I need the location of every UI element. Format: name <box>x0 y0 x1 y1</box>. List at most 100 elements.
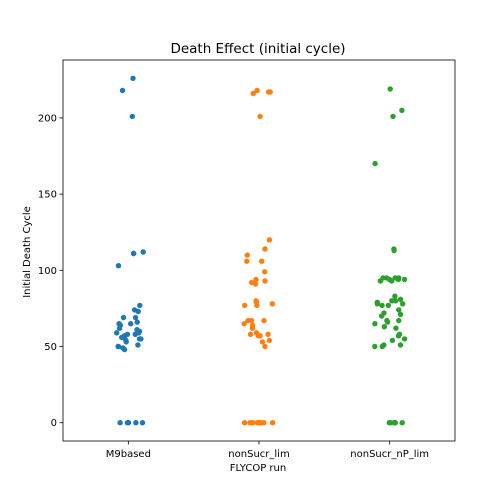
data-point-M9based-2 <box>129 113 135 120</box>
data-point-M9based-20 <box>114 330 120 336</box>
data-point-nonSucr_nP_lim-20 <box>400 301 406 307</box>
data-point-nonSucr_nP_lim-28 <box>396 317 402 324</box>
data-point-nonSucr_nP_lim-22 <box>379 302 385 309</box>
data-point-nonSucr_nP_lim-23 <box>385 302 391 309</box>
data-point-M9based-6 <box>115 263 122 269</box>
data-point-nonSucr_nP_lim-18 <box>392 298 399 304</box>
data-point-nonSucr_lim-0 <box>254 87 260 94</box>
data-point-nonSucr_lim-32 <box>259 339 266 345</box>
data-point-nonSucr_nP_lim-36 <box>401 336 408 342</box>
data-point-nonSucr_lim-19 <box>242 302 248 309</box>
y-tick-label-150: 150 <box>38 190 57 201</box>
data-point-nonSucr_nP_lim-14 <box>389 278 395 284</box>
data-point-nonSucr_lim-30 <box>257 333 263 339</box>
data-point-nonSucr_lim-10 <box>262 269 268 275</box>
data-point-nonSucr_nP_lim-31 <box>372 321 378 327</box>
data-point-M9based-1 <box>119 87 126 94</box>
data-point-M9based-29 <box>123 339 129 345</box>
data-point-nonSucr_lim-12 <box>262 278 268 284</box>
data-point-M9based-38 <box>133 420 139 426</box>
data-point-M9based-10 <box>132 314 139 321</box>
data-point-nonSucr_nP_lim-37 <box>389 337 396 344</box>
data-point-nonSucr_lim-2 <box>265 89 272 95</box>
data-point-nonSucr_nP_lim-13 <box>377 278 384 284</box>
data-point-M9based-9 <box>135 308 141 315</box>
data-point-nonSucr_nP_lim-49 <box>392 420 398 426</box>
data-point-nonSucr_lim-18 <box>254 302 260 309</box>
data-point-nonSucr_lim-9 <box>244 258 250 264</box>
y-tick-label-50: 50 <box>44 342 57 353</box>
data-point-nonSucr_lim-25 <box>249 325 256 331</box>
data-point-nonSucr_nP_lim-16 <box>397 296 404 302</box>
data-point-nonSucr_lim-28 <box>265 331 271 337</box>
data-point-nonSucr_nP_lim-40 <box>372 343 378 350</box>
data-point-M9based-34 <box>121 346 128 353</box>
data-point-nonSucr_nP_lim-15 <box>392 293 398 299</box>
data-point-nonSucr_lim-8 <box>259 258 265 264</box>
data-point-nonSucr_nP_lim-24 <box>396 307 402 313</box>
data-point-M9based-11 <box>120 314 127 321</box>
data-point-nonSucr_lim-3 <box>250 90 256 97</box>
data-point-nonSucr_nP_lim-2 <box>390 113 396 120</box>
data-point-nonSucr_lim-5 <box>266 237 273 243</box>
data-point-nonSucr_nP_lim-48 <box>399 420 405 426</box>
x-tick-label-nonSucr_lim: nonSucr_lim <box>228 449 289 460</box>
data-point-nonSucr_nP_lim-17 <box>389 298 395 304</box>
data-point-M9based-14 <box>128 321 134 327</box>
data-point-M9based-12 <box>134 319 140 325</box>
data-point-nonSucr_nP_lim-32 <box>381 324 387 330</box>
data-point-nonSucr_nP_lim-1 <box>399 107 405 114</box>
data-point-M9based-5 <box>130 250 137 257</box>
data-point-M9based-37 <box>124 420 131 426</box>
data-point-nonSucr_lim-4 <box>257 113 263 120</box>
data-point-nonSucr_lim-41 <box>269 420 276 426</box>
y-tick-label-0: 0 <box>51 418 57 429</box>
data-point-M9based-30 <box>135 342 141 348</box>
data-point-nonSucr_nP_lim-3 <box>372 160 378 167</box>
data-point-nonSucr_lim-6 <box>262 246 268 252</box>
data-point-M9based-39 <box>117 420 123 426</box>
data-point-nonSucr_nP_lim-21 <box>374 301 380 307</box>
data-point-nonSucr_lim-11 <box>253 276 259 283</box>
data-point-nonSucr_nP_lim-41 <box>379 343 385 350</box>
chart-title: Death Effect (initial cycle) <box>170 41 345 57</box>
data-point-nonSucr_nP_lim-33 <box>393 325 399 331</box>
data-point-M9based-36 <box>139 420 146 426</box>
data-point-M9based-7 <box>137 302 143 309</box>
data-point-M9based-22 <box>132 331 138 337</box>
data-point-M9based-16 <box>116 325 123 331</box>
x-axis-title: FLYCOP run <box>230 463 286 474</box>
data-point-M9based-3 <box>140 249 146 255</box>
data-point-nonSucr_lim-27 <box>247 331 254 337</box>
data-point-nonSucr_lim-34 <box>241 420 248 426</box>
data-point-nonSucr_lim-31 <box>266 337 273 344</box>
data-point-nonSucr_lim-22 <box>261 317 267 324</box>
data-point-nonSucr_nP_lim-35 <box>395 333 402 339</box>
data-point-nonSucr_lim-38 <box>261 420 267 426</box>
x-tick-label-M9based: M9based <box>106 449 151 460</box>
data-point-nonSucr_nP_lim-46 <box>386 420 392 426</box>
data-point-nonSucr_nP_lim-27 <box>379 313 385 319</box>
data-point-M9based-0 <box>130 75 136 82</box>
data-point-nonSucr_lim-17 <box>269 301 275 307</box>
data-point-nonSucr_nP_lim-10 <box>395 276 402 283</box>
data-point-nonSucr_lim-23 <box>241 321 247 327</box>
data-point-nonSucr_lim-42 <box>247 420 253 426</box>
data-point-nonSucr_lim-33 <box>262 343 268 350</box>
plot-marks <box>114 75 408 426</box>
data-point-nonSucr_nP_lim-0 <box>387 86 393 92</box>
data-point-nonSucr_nP_lim-26 <box>397 311 404 318</box>
data-point-nonSucr_nP_lim-30 <box>384 319 391 325</box>
data-point-nonSucr_nP_lim-5 <box>391 247 397 254</box>
axes: 0 50 100 150 200 M9based nonSucr_lim nonSucr_nP… <box>38 59 456 460</box>
x-tick-label-nonSucr_nP_lim: nonSucr_nP_lim <box>350 449 429 460</box>
data-point-nonSucr_nP_lim-11 <box>401 276 408 283</box>
data-point-nonSucr_nP_lim-38 <box>397 342 404 348</box>
y-tick-label-200: 200 <box>38 113 57 124</box>
data-point-nonSucr_lim-21 <box>245 317 251 324</box>
y-axis-title: Initial Death Cycle <box>22 206 33 298</box>
y-tick-label-100: 100 <box>38 266 57 277</box>
data-point-M9based-27 <box>136 336 143 342</box>
data-point-nonSucr_lim-14 <box>252 281 259 287</box>
